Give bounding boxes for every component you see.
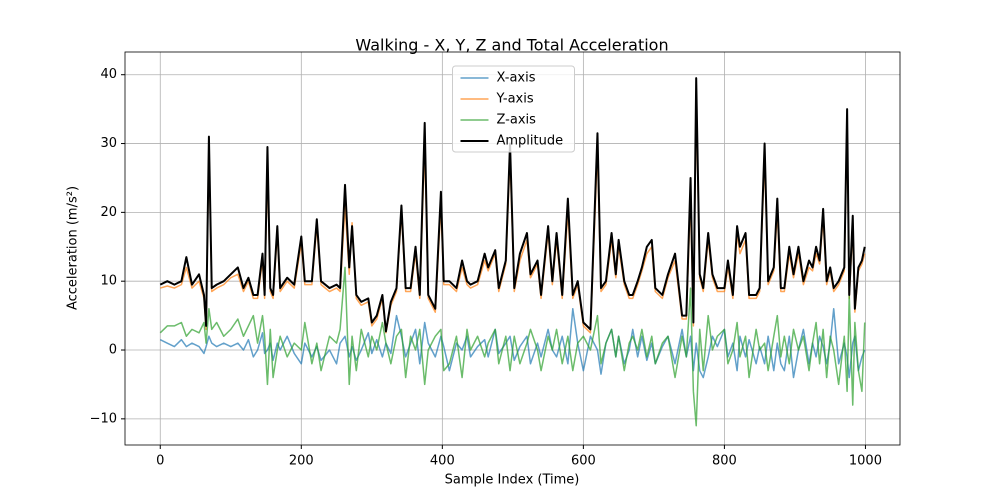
legend-label: X-axis [497, 71, 536, 86]
plot-frame [124, 51, 901, 446]
y-tick-label: 20 [100, 205, 117, 220]
y-tick-label: −10 [90, 411, 117, 426]
x-axis-label: Sample Index (Time) [445, 473, 580, 488]
x-tick-label: 400 [430, 454, 455, 469]
legend-label: Amplitude [497, 134, 564, 149]
series-line [159, 266, 866, 427]
legend-label: Y-axis [496, 92, 534, 107]
legend-label: Z-axis [497, 113, 537, 128]
x-tick-label: 0 [156, 454, 164, 469]
series-line [159, 77, 866, 333]
x-tick-label: 200 [289, 454, 314, 469]
x-tick-label: 1000 [849, 454, 882, 469]
x-tick-label: 800 [712, 454, 737, 469]
y-tick-label: 30 [100, 136, 117, 151]
chart-title: Walking - X, Y, Z and Total Acceleration [355, 36, 668, 55]
y-axis-label: Acceleration (m/s²) [66, 186, 81, 310]
y-tick-label: 40 [100, 67, 117, 82]
legend-box [452, 65, 575, 153]
x-tick-label: 600 [571, 454, 596, 469]
y-tick-label: 10 [100, 274, 117, 289]
y-tick-label: 0 [109, 343, 117, 358]
